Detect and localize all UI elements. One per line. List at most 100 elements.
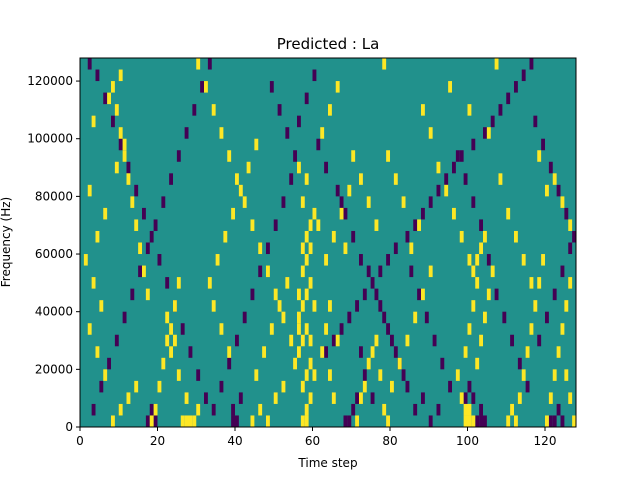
heatmap-cell-high [207, 277, 212, 289]
heatmap-cell-high [297, 311, 301, 324]
heatmap-cell-high [413, 311, 418, 324]
heatmap-cell-high [417, 219, 422, 231]
heatmap-cell-high [374, 334, 379, 347]
heatmap-cell-low [483, 127, 487, 139]
heatmap-cell-high [359, 392, 363, 404]
heatmap-cell-low [161, 196, 166, 208]
heatmap-cell-low [207, 58, 212, 70]
plot-area [79, 57, 577, 428]
heatmap-cell-high [382, 403, 387, 416]
heatmap-cell-low [304, 92, 309, 105]
heatmap-cell-high [145, 288, 150, 301]
heatmap-cell-low [432, 334, 437, 347]
heatmap-cell-high [223, 230, 228, 243]
heatmap-cell-high [471, 265, 476, 278]
heatmap-cell-high [552, 369, 557, 381]
heatmap-cell-low [227, 357, 232, 370]
heatmap-cell-high [556, 346, 561, 358]
heatmap-cell-high [118, 403, 123, 416]
heatmap-cell-high [165, 334, 170, 347]
heatmap-cell-high [103, 369, 108, 381]
heatmap-cell-high [308, 242, 313, 255]
heatmap-cell-high [258, 403, 263, 416]
heatmap-cell-high [161, 357, 166, 370]
heatmap-cell-high [122, 150, 127, 162]
heatmap-cell-low [165, 277, 170, 289]
heatmap-cell-low [176, 150, 181, 162]
heatmap-cell-low [517, 357, 522, 370]
heatmap-cell-high [521, 254, 526, 266]
heatmap-cell-high [273, 288, 278, 301]
heatmap-cell-low [87, 58, 92, 70]
heatmap-cell-high [533, 300, 538, 312]
heatmap-cell-high [122, 138, 127, 151]
heatmap-cell-low [428, 415, 433, 427]
heatmap-cell-high [459, 392, 464, 404]
heatmap-cell-low [382, 311, 387, 324]
heatmap-cell-high [254, 138, 259, 151]
heatmap-cell-low [312, 69, 317, 82]
heatmap-cell-high [359, 173, 363, 185]
x-tick-label: 100 [456, 434, 479, 448]
heatmap-cell-high [421, 288, 425, 301]
heatmap-cell-low [370, 277, 375, 289]
heatmap-cell-high [529, 323, 534, 335]
heatmap-cell-low [331, 334, 336, 347]
heatmap-cell-high [382, 58, 387, 70]
heatmap-cell-low [235, 415, 239, 427]
heatmap-cell-high [328, 300, 332, 312]
heatmap-cell-high [173, 300, 177, 312]
heatmap-cell-high [483, 230, 487, 243]
heatmap-cell-high [351, 150, 356, 162]
heatmap-cell-high [486, 288, 491, 301]
heatmap-cell-high [421, 104, 425, 116]
heatmap-cell-high [246, 161, 251, 174]
heatmap-cell-low [560, 415, 565, 427]
heatmap-cell-low [157, 254, 162, 266]
heatmap-cell-high [281, 311, 286, 324]
heatmap-cell-low [111, 115, 115, 128]
heatmap-cell-low [405, 230, 410, 243]
heatmap-cell-high [463, 403, 468, 416]
heatmap-cell-high [335, 81, 340, 93]
heatmap-cell-low [463, 173, 468, 185]
heatmap-cell-high [517, 392, 522, 404]
heatmap-cell-high [308, 334, 313, 347]
y-tick-label: 40000 [35, 305, 73, 319]
heatmap-cell-high [308, 357, 313, 370]
heatmap-cell-low [393, 346, 398, 358]
heatmap-cell-high [409, 242, 414, 255]
heatmap-cell-low [486, 254, 491, 266]
heatmap-cell-high [300, 334, 305, 347]
heatmap-cell-high [293, 357, 298, 370]
heatmap-cell-high [273, 392, 278, 404]
heatmap-cell-high [176, 277, 181, 289]
heatmap-cell-high [289, 334, 294, 347]
heatmap-cell-high [397, 357, 402, 370]
heatmap-cell-high [374, 219, 379, 231]
heatmap-cell-high [304, 415, 309, 427]
heatmap-cell-high [231, 207, 236, 220]
heatmap-cell-high [184, 392, 189, 404]
heatmap-cell-low [99, 380, 104, 393]
heatmap-cell-high [475, 277, 480, 289]
heatmap-cell-high [83, 254, 88, 266]
heatmap-cell-high [118, 127, 123, 139]
heatmap-cell-low [370, 392, 375, 404]
heatmap-cell-high [111, 81, 115, 93]
heatmap-cell-high [169, 323, 174, 335]
heatmap-cell-low [506, 92, 511, 105]
heatmap-cell-high [463, 346, 468, 358]
heatmap-cell-low [289, 173, 294, 185]
heatmap-cell-low [467, 380, 472, 393]
heatmap-cell-high [486, 127, 491, 139]
heatmap-cell-low [541, 138, 546, 151]
heatmap-cell-high [266, 415, 270, 427]
heatmap-cell-high [320, 127, 325, 139]
heatmap-cell-low [409, 265, 414, 278]
heatmap-cell-low [118, 138, 123, 151]
heatmap-cell-low [545, 311, 549, 324]
heatmap-cell-high [269, 323, 274, 335]
heatmap-cell-low [378, 265, 383, 278]
heatmap-cell-low [95, 69, 100, 82]
